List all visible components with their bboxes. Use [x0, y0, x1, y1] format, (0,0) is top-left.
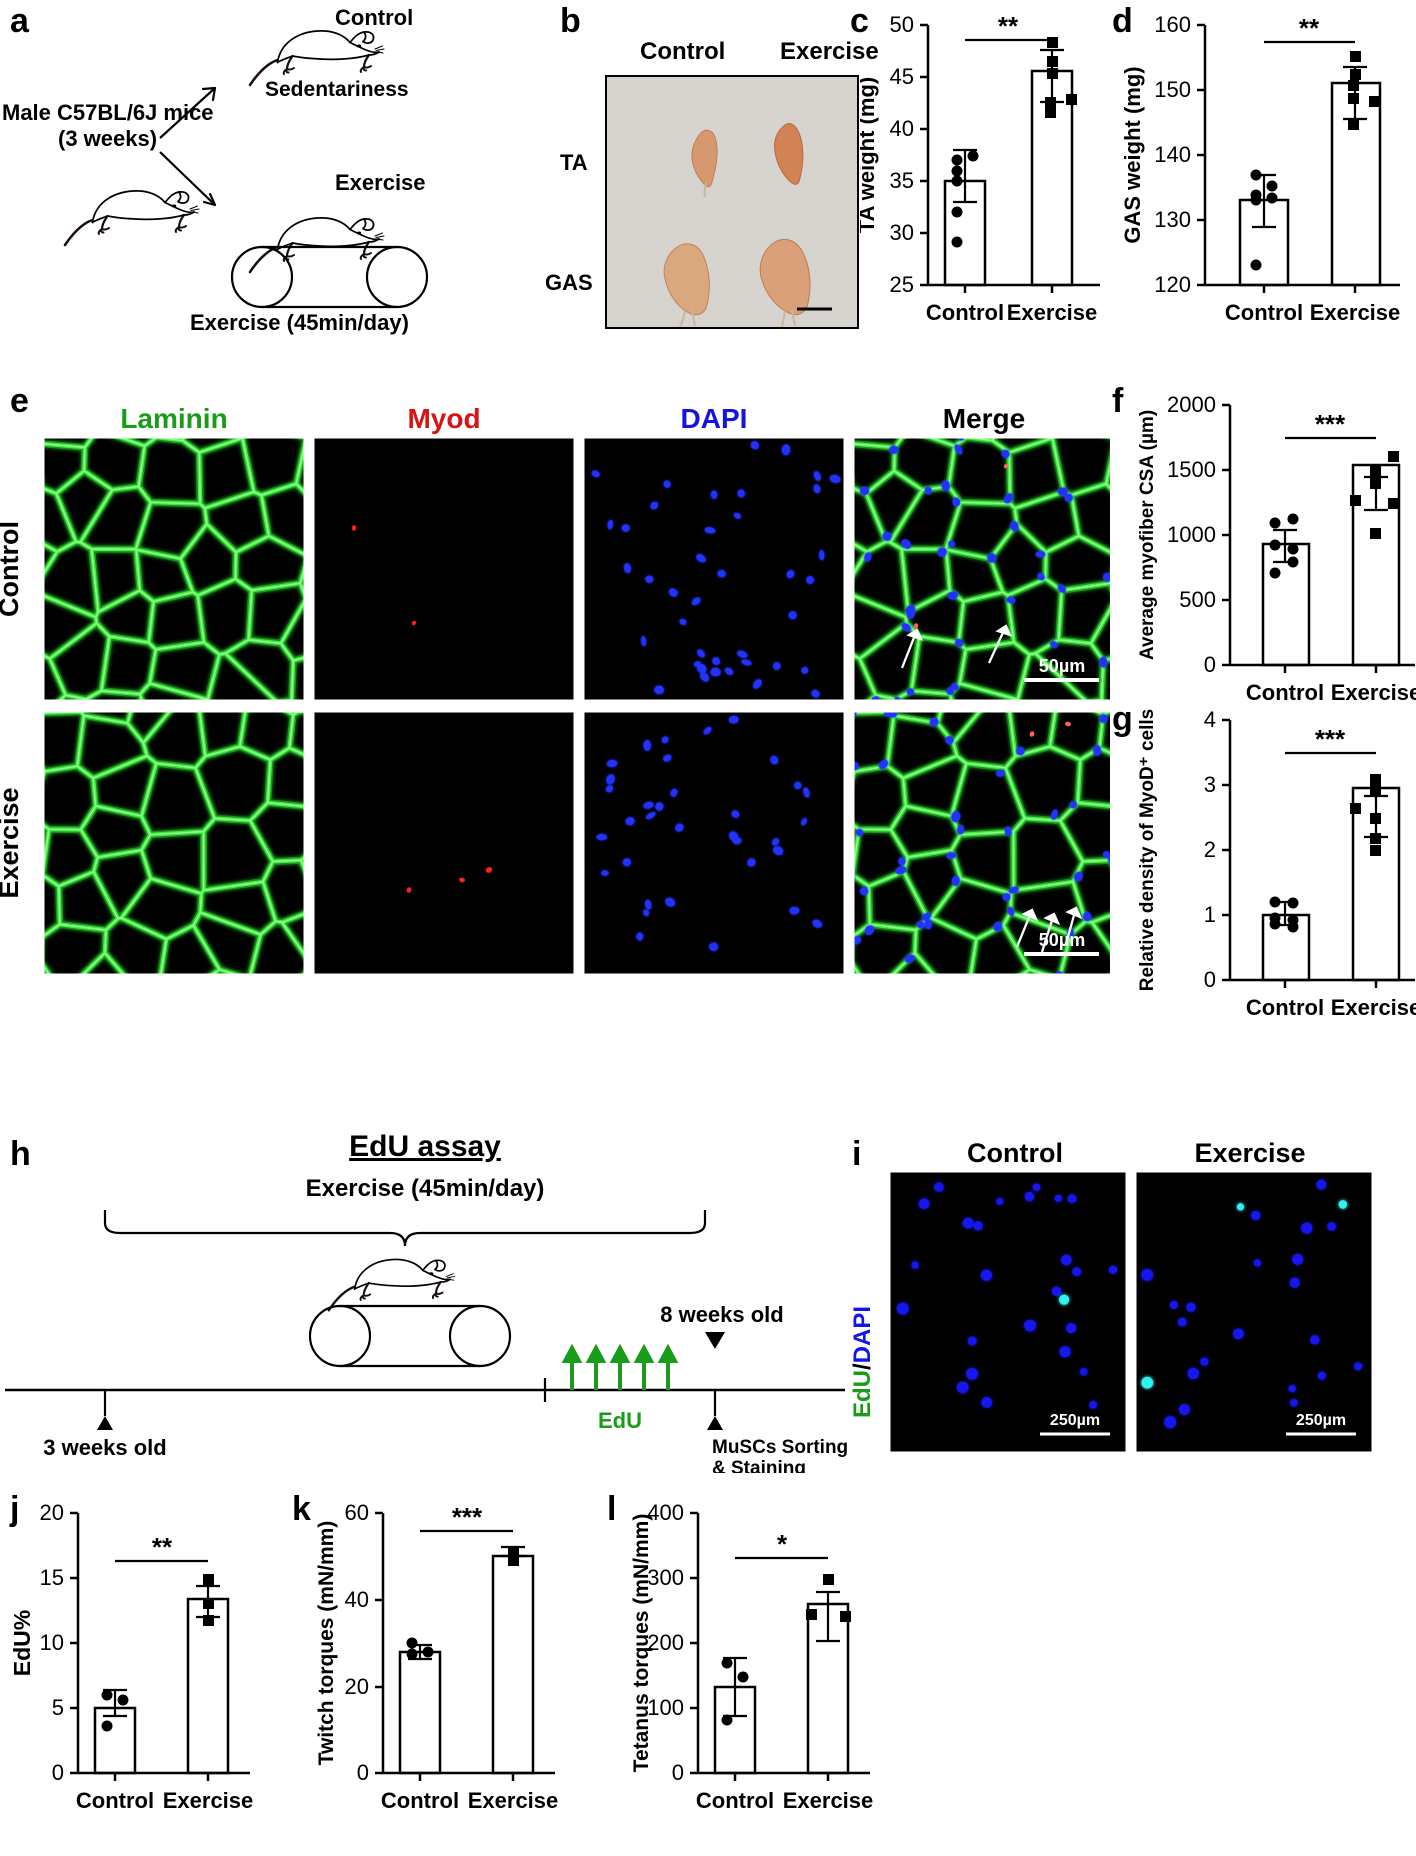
svg-text:EdU: EdU [598, 1408, 642, 1433]
svg-text:TA weight (mg): TA weight (mg) [860, 77, 879, 233]
svg-text:250µm: 250µm [1296, 1412, 1346, 1429]
svg-text:140: 140 [1154, 142, 1191, 167]
svg-text:25: 25 [890, 272, 914, 297]
svg-text:120: 120 [1154, 272, 1191, 297]
svg-text:15: 15 [40, 1565, 64, 1590]
svg-text:Control: Control [0, 521, 24, 617]
svg-text:Exercise: Exercise [1007, 300, 1098, 325]
svg-text:0: 0 [1204, 652, 1216, 677]
svg-text:Control: Control [76, 1788, 154, 1813]
svg-text:DAPI: DAPI [681, 405, 748, 434]
svg-text:150: 150 [1154, 77, 1191, 102]
svg-text:Control: Control [1225, 300, 1303, 325]
svg-text:Control: Control [1246, 995, 1324, 1020]
svg-text:Exercise: Exercise [1331, 680, 1416, 705]
svg-text:20: 20 [345, 1674, 369, 1699]
svg-text:Exercise: Exercise [783, 1788, 874, 1813]
svg-text:Average myofiber CSA (µm): Average myofiber CSA (µm) [1137, 410, 1158, 660]
svg-text:Sedentariness: Sedentariness [265, 78, 409, 101]
svg-text:Myod: Myod [407, 405, 480, 434]
svg-text:45: 45 [890, 64, 914, 89]
svg-text:Merge: Merge [943, 405, 1025, 434]
svg-text:250µm: 250µm [1050, 1412, 1100, 1429]
svg-text:***: *** [452, 1502, 483, 1532]
svg-text:8 weeks old: 8 weeks old [660, 1302, 784, 1327]
svg-text:Exercise: Exercise [0, 787, 24, 898]
svg-text:3: 3 [1204, 772, 1216, 797]
svg-text:160: 160 [1154, 12, 1191, 37]
svg-text:Relative density of MyoD⁺ cell: Relative density of MyoD⁺ cells [1137, 709, 1158, 991]
svg-text:Exercise (45min/day): Exercise (45min/day) [306, 1175, 545, 1202]
svg-text:EdU assay: EdU assay [349, 1130, 501, 1163]
svg-text:**: ** [152, 1532, 173, 1562]
svg-text:130: 130 [1154, 207, 1191, 232]
svg-text:(3 weeks): (3 weeks) [58, 126, 157, 151]
svg-text:10: 10 [40, 1630, 64, 1655]
svg-text:0: 0 [1204, 967, 1216, 992]
svg-text:50µm: 50µm [1039, 930, 1085, 950]
svg-text:0: 0 [672, 1760, 684, 1785]
svg-text:Exercise (45min/day): Exercise (45min/day) [190, 310, 409, 335]
svg-text:EdU/DAPI: EdU/DAPI [850, 1306, 876, 1418]
svg-text:MuSCs Sorting: MuSCs Sorting [712, 1437, 848, 1458]
svg-text:35: 35 [890, 168, 914, 193]
svg-text:*: * [777, 1529, 788, 1559]
svg-text:5: 5 [52, 1695, 64, 1720]
svg-text:Exercise: Exercise [1331, 995, 1416, 1020]
svg-text:40: 40 [890, 116, 914, 141]
svg-text:20: 20 [40, 1500, 64, 1525]
svg-text:***: *** [1315, 724, 1346, 754]
svg-text:Male C57BL/6J mice: Male C57BL/6J mice [2, 100, 214, 125]
svg-text:500: 500 [1179, 587, 1216, 612]
svg-text:Control: Control [926, 300, 1004, 325]
svg-text:2000: 2000 [1167, 392, 1216, 417]
svg-text:30: 30 [890, 220, 914, 245]
svg-text:***: *** [1315, 409, 1346, 439]
svg-text:Laminin: Laminin [120, 405, 227, 434]
svg-text:40: 40 [345, 1587, 369, 1612]
svg-text:Exercise: Exercise [468, 1788, 559, 1813]
svg-text:1000: 1000 [1167, 522, 1216, 547]
svg-text:Control: Control [967, 1138, 1063, 1168]
svg-text:**: ** [1299, 13, 1320, 43]
svg-text:Exercise: Exercise [1310, 300, 1401, 325]
svg-text:Exercise: Exercise [163, 1788, 254, 1813]
svg-text:Control: Control [335, 5, 413, 30]
svg-text:Control: Control [1246, 680, 1324, 705]
svg-text:Exercise: Exercise [1194, 1138, 1305, 1168]
svg-text:1: 1 [1204, 902, 1216, 927]
svg-text:**: ** [998, 11, 1019, 41]
svg-text:2: 2 [1204, 837, 1216, 862]
svg-text:GAS weight (mg): GAS weight (mg) [1120, 66, 1145, 243]
svg-text:Control: Control [696, 1788, 774, 1813]
svg-text:Twitch torques (mN/mm): Twitch torques (mN/mm) [315, 1521, 338, 1766]
svg-text:50µm: 50µm [1039, 656, 1085, 676]
svg-text:Tetanus torques (mN/mm): Tetanus torques (mN/mm) [630, 1514, 653, 1773]
svg-text:EdU%: EdU% [10, 1610, 35, 1676]
svg-text:4: 4 [1204, 707, 1216, 732]
svg-text:0: 0 [357, 1760, 369, 1785]
svg-text:50: 50 [890, 12, 914, 37]
svg-text:0: 0 [52, 1760, 64, 1785]
svg-text:1500: 1500 [1167, 457, 1216, 482]
svg-text:& Staining: & Staining [712, 1458, 806, 1473]
svg-text:3 weeks old: 3 weeks old [43, 1435, 167, 1460]
svg-text:Control: Control [381, 1788, 459, 1813]
svg-text:60: 60 [345, 1500, 369, 1525]
svg-text:Exercise: Exercise [335, 170, 426, 195]
